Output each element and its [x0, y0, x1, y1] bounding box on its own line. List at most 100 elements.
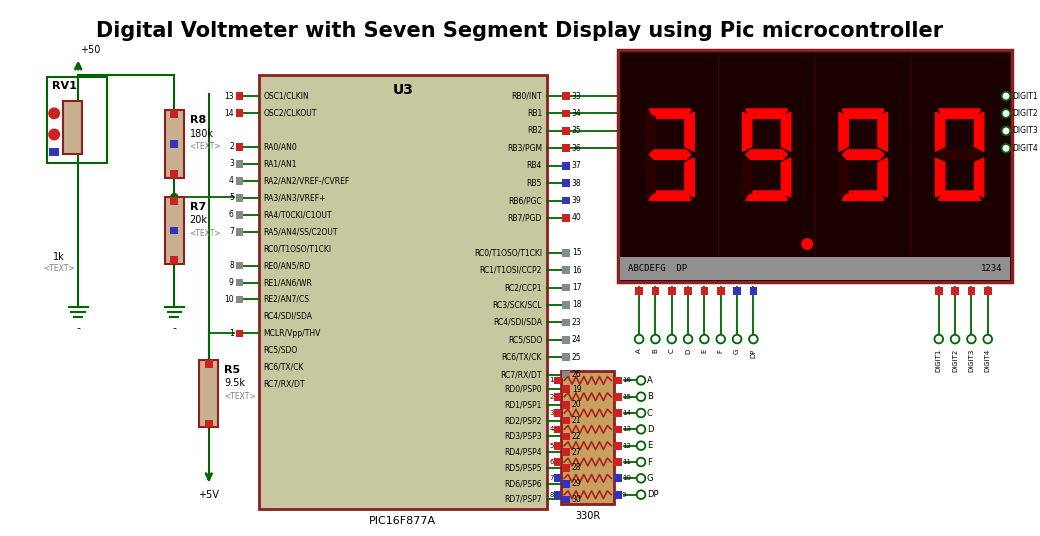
Bar	[562, 371, 615, 504]
Polygon shape	[842, 150, 884, 159]
Bar	[236, 228, 243, 235]
Bar	[236, 330, 243, 337]
Polygon shape	[646, 113, 655, 151]
Bar	[563, 318, 570, 326]
Text: RB2: RB2	[527, 126, 542, 136]
Text: <TEXT>: <TEXT>	[189, 143, 222, 152]
Text: DIGIT1: DIGIT1	[1012, 92, 1037, 101]
Bar	[563, 249, 570, 257]
Polygon shape	[839, 158, 849, 197]
Polygon shape	[649, 109, 691, 118]
Text: RC0/T1OSO/T1CKI: RC0/T1OSO/T1CKI	[474, 248, 542, 257]
Circle shape	[49, 129, 59, 140]
Bar	[563, 301, 570, 309]
Polygon shape	[939, 109, 981, 118]
Text: RD2/PSP2: RD2/PSP2	[504, 416, 542, 425]
Polygon shape	[746, 150, 787, 159]
Text: RB1: RB1	[527, 109, 542, 118]
Text: 12: 12	[622, 443, 630, 449]
Text: U3: U3	[392, 83, 413, 98]
Text: 330R: 330R	[575, 511, 600, 521]
Bar	[553, 442, 562, 450]
Bar	[236, 279, 243, 286]
Text: DIGIT3: DIGIT3	[1012, 126, 1038, 136]
Text: 1k: 1k	[53, 252, 64, 263]
Bar	[563, 110, 570, 117]
Text: R8: R8	[189, 115, 206, 125]
Polygon shape	[974, 158, 984, 197]
Circle shape	[651, 335, 659, 344]
Circle shape	[171, 193, 178, 200]
Bar	[553, 426, 562, 433]
Text: 40: 40	[572, 213, 581, 222]
Polygon shape	[685, 158, 695, 197]
Circle shape	[636, 474, 646, 482]
Bar	[620, 257, 1010, 280]
Polygon shape	[649, 150, 691, 159]
Text: 1234: 1234	[981, 264, 1003, 273]
Text: RD0/PSP0: RD0/PSP0	[504, 384, 542, 393]
Polygon shape	[646, 158, 655, 197]
Bar	[615, 491, 622, 498]
Bar	[563, 480, 570, 488]
Polygon shape	[649, 191, 691, 200]
Bar	[48, 77, 107, 163]
Text: +50: +50	[80, 45, 101, 55]
Polygon shape	[939, 191, 981, 200]
Bar	[171, 110, 178, 118]
Text: D: D	[685, 349, 691, 354]
Text: RC5/SDO: RC5/SDO	[508, 336, 542, 344]
Text: 18: 18	[572, 301, 581, 309]
Text: 4: 4	[549, 426, 553, 433]
Bar	[236, 296, 243, 303]
Bar	[618, 50, 1012, 282]
Bar	[684, 287, 692, 295]
Circle shape	[717, 335, 725, 344]
Text: RC5/SDO: RC5/SDO	[263, 346, 297, 355]
Bar	[553, 474, 562, 482]
Text: RD4/PSP4: RD4/PSP4	[504, 448, 542, 457]
Text: B: B	[647, 392, 653, 401]
Text: RB5: RB5	[526, 178, 542, 188]
Bar	[615, 442, 622, 450]
Text: 39: 39	[572, 196, 581, 205]
Text: RA1/AN1: RA1/AN1	[263, 159, 297, 168]
Text: DIGIT3: DIGIT3	[968, 349, 974, 372]
Bar	[236, 211, 243, 219]
Text: DIGIT2: DIGIT2	[1012, 109, 1037, 118]
Text: 3: 3	[229, 159, 234, 168]
Bar	[615, 458, 622, 466]
Bar	[563, 371, 570, 378]
Polygon shape	[781, 158, 790, 197]
Polygon shape	[878, 113, 887, 151]
Bar	[200, 360, 218, 427]
Text: B: B	[652, 349, 658, 353]
Bar	[553, 376, 562, 384]
Polygon shape	[842, 191, 884, 200]
Text: 16: 16	[622, 377, 631, 383]
Text: RB0/INT: RB0/INT	[512, 92, 542, 101]
Circle shape	[1002, 126, 1010, 135]
Bar	[553, 393, 562, 400]
Bar	[635, 287, 643, 295]
Text: 14: 14	[622, 410, 630, 416]
Text: 13: 13	[225, 92, 234, 101]
Circle shape	[636, 441, 646, 450]
Text: RC6/TX/CK: RC6/TX/CK	[263, 363, 304, 372]
Text: F: F	[718, 349, 724, 353]
Bar	[563, 92, 570, 100]
Text: <TEXT>: <TEXT>	[225, 392, 256, 401]
Bar	[563, 353, 570, 361]
Bar	[563, 284, 570, 292]
Text: RC6/TX/CK: RC6/TX/CK	[501, 353, 542, 362]
Text: 5: 5	[549, 443, 553, 449]
Text: E: E	[647, 441, 652, 450]
Polygon shape	[935, 113, 945, 151]
Bar	[563, 266, 570, 274]
Bar	[615, 376, 622, 384]
Text: E: E	[701, 349, 707, 353]
Polygon shape	[743, 113, 752, 151]
Bar	[563, 401, 570, 408]
Bar	[205, 420, 212, 427]
Text: C: C	[647, 408, 653, 418]
